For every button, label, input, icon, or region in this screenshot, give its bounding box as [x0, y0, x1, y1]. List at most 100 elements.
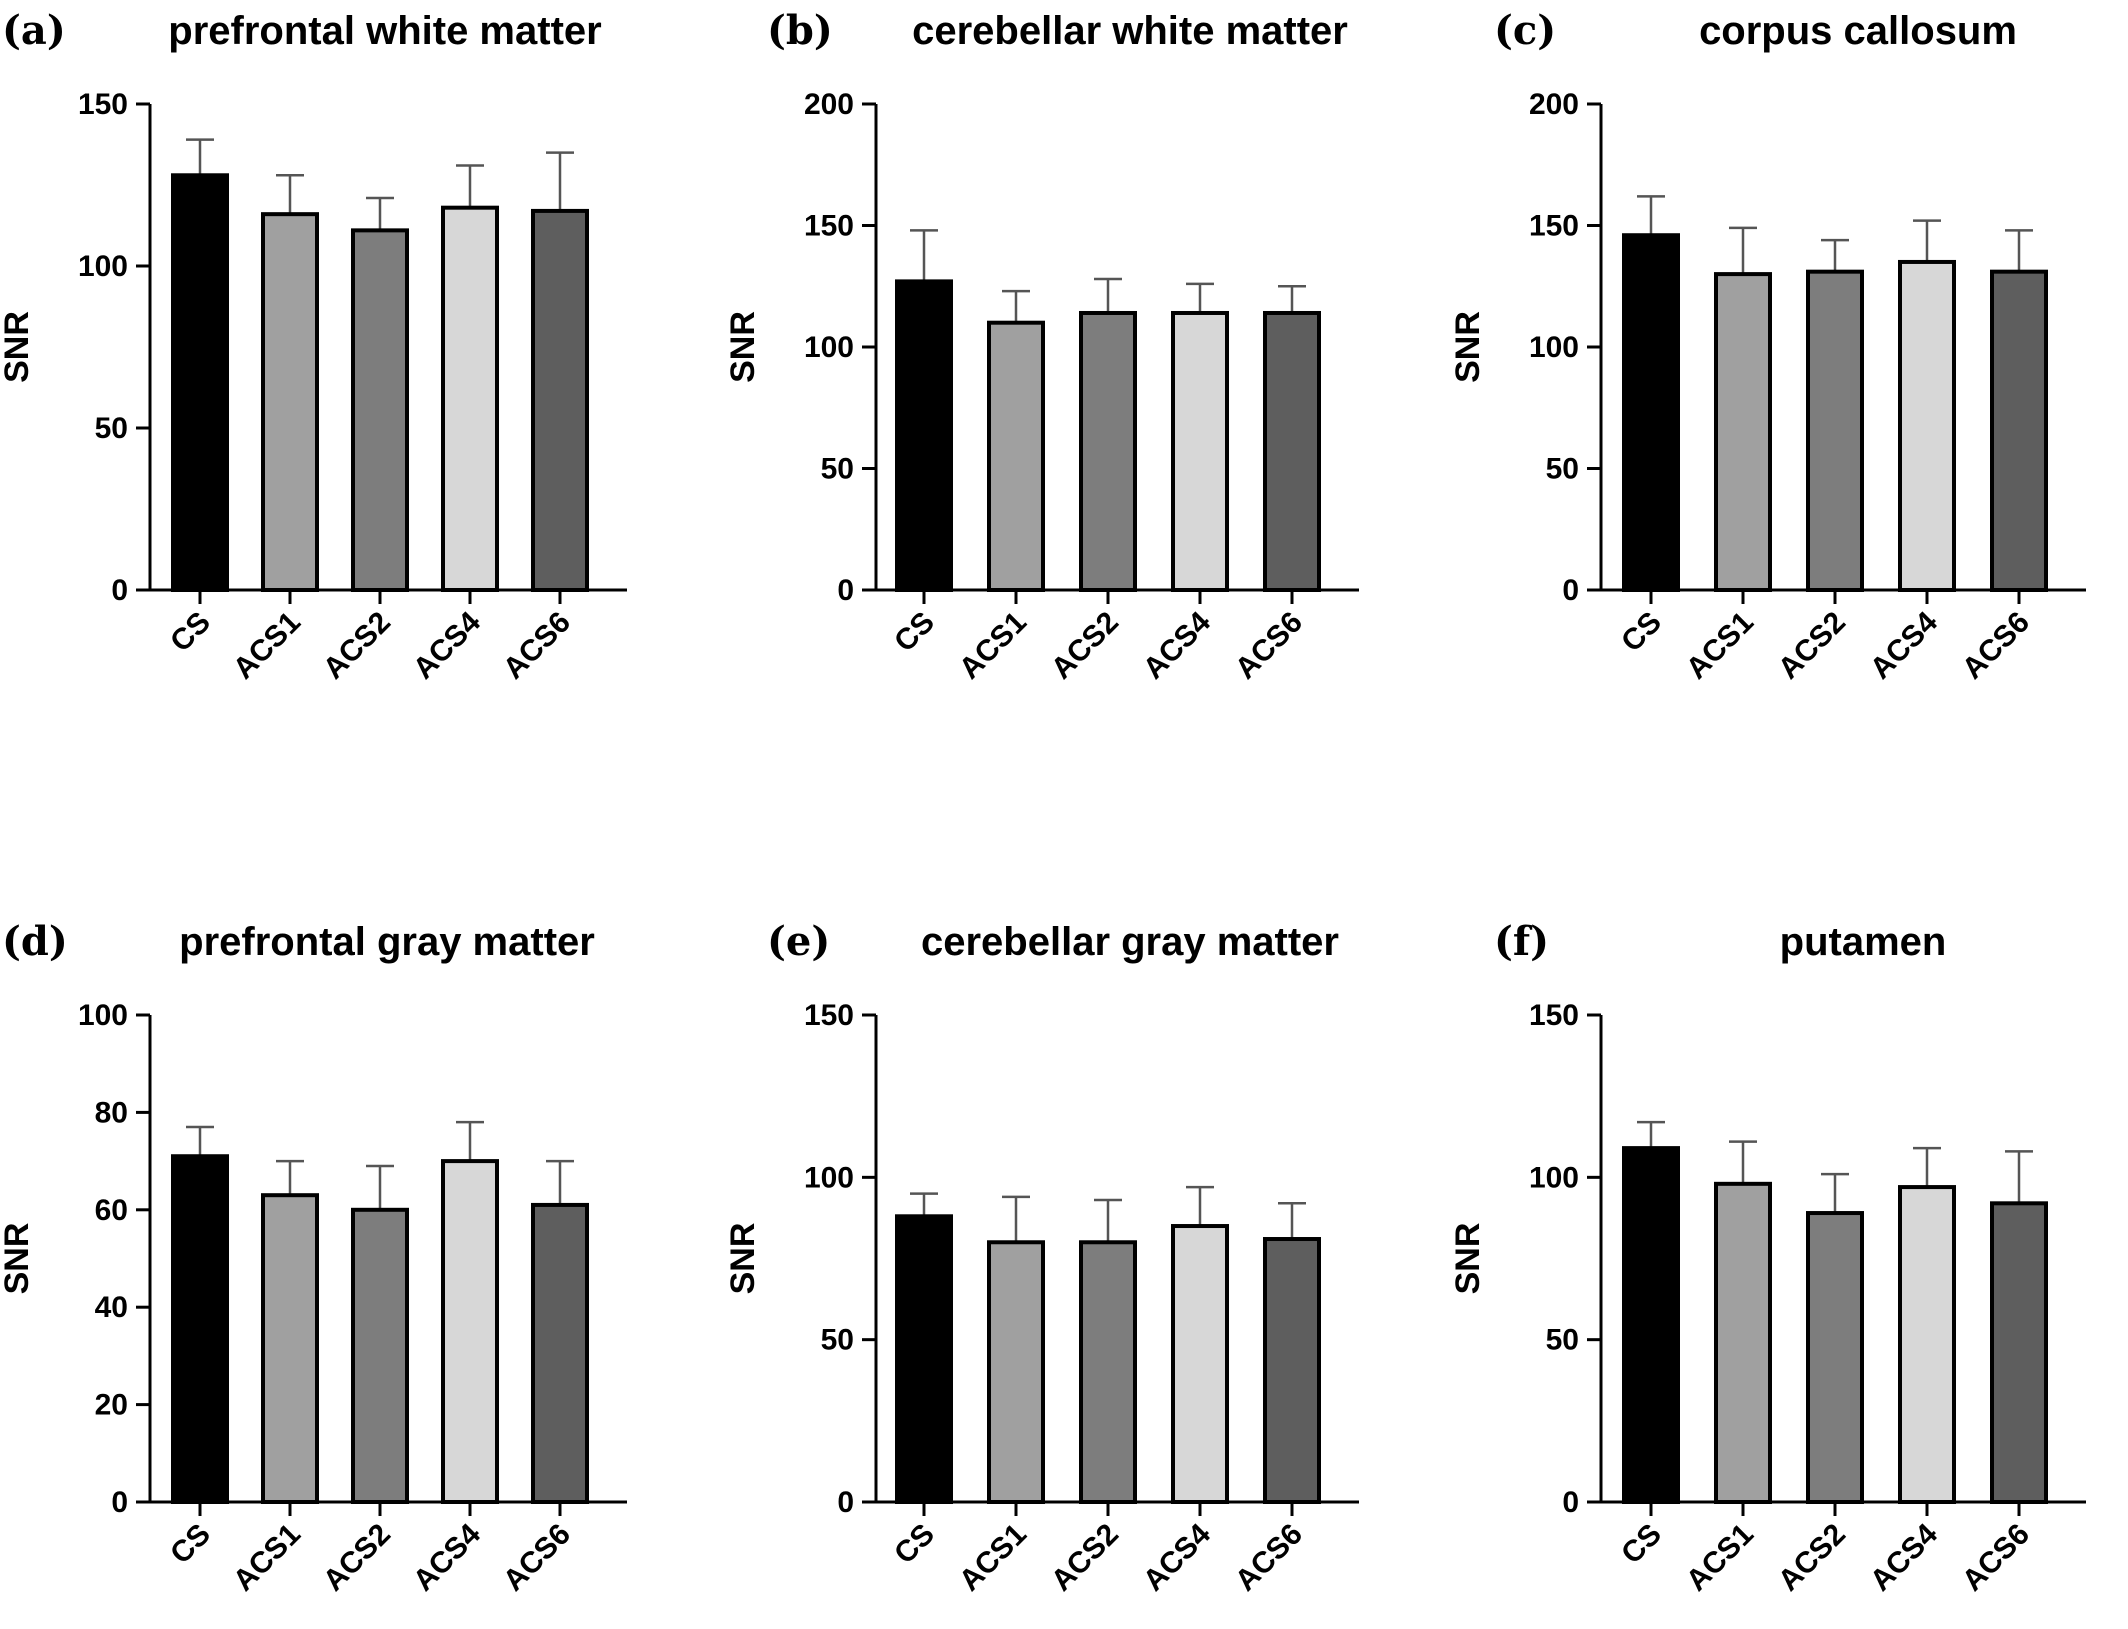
x-tick-label: CS	[164, 606, 217, 659]
y-tick-label: 0	[111, 574, 128, 607]
bar	[171, 173, 229, 592]
bar	[1622, 1146, 1680, 1504]
x-tick-label: ACS1	[953, 1518, 1033, 1598]
bar	[895, 1214, 953, 1504]
y-axis-label: SNR	[724, 311, 762, 383]
x-tick-label: CS	[164, 1518, 217, 1571]
y-tick-label: 0	[1562, 574, 1579, 607]
x-tick-label: ACS4	[407, 1517, 487, 1597]
y-tick-label: 20	[95, 1389, 128, 1422]
bar	[1171, 1224, 1229, 1504]
bar	[441, 1159, 499, 1504]
panel-label: (a)	[2, 7, 66, 54]
panel-title: prefrontal gray matter	[179, 920, 595, 964]
bar	[1806, 1211, 1864, 1504]
x-tick-label: CS	[888, 606, 941, 659]
y-tick-label: 150	[804, 999, 854, 1032]
bar	[1990, 1201, 2048, 1504]
bar	[261, 1193, 319, 1504]
bar	[441, 205, 499, 592]
panel-label: (e)	[767, 918, 830, 965]
x-tick-label: ACS4	[407, 605, 487, 685]
y-axis-label: SNR	[724, 1223, 762, 1295]
bar	[895, 279, 953, 592]
bar	[351, 228, 409, 593]
bar	[261, 212, 319, 592]
panel-title: prefrontal white matter	[168, 9, 601, 53]
x-tick-label: ACS6	[497, 1518, 577, 1598]
bar	[1714, 1181, 1772, 1504]
bar	[987, 1240, 1045, 1505]
x-tick-label: ACS1	[953, 606, 1033, 686]
x-tick-label: CS	[888, 1518, 941, 1571]
bar	[1622, 233, 1680, 592]
y-axis-label: SNR	[1449, 1223, 1487, 1295]
y-tick-label: 100	[804, 1161, 854, 1194]
x-tick-label: ACS4	[1137, 605, 1217, 685]
x-tick-label: ACS4	[1864, 605, 1944, 685]
y-tick-label: 200	[804, 88, 854, 121]
panel-title: cerebellar white matter	[912, 9, 1348, 53]
bar	[1263, 1237, 1321, 1505]
x-tick-label: ACS6	[1956, 1518, 2036, 1598]
x-tick-label: ACS2	[317, 1518, 397, 1598]
bar	[1990, 269, 2048, 592]
bar	[171, 1154, 229, 1504]
panel-label: (d)	[2, 918, 68, 965]
x-tick-label: ACS2	[1045, 606, 1125, 686]
y-axis-label: SNR	[0, 1223, 36, 1295]
y-tick-label: 50	[95, 412, 128, 445]
x-tick-label: ACS4	[1137, 1517, 1217, 1597]
y-tick-label: 150	[1529, 999, 1579, 1032]
y-tick-label: 60	[95, 1194, 128, 1227]
bar	[1714, 272, 1772, 592]
bar	[351, 1207, 409, 1505]
x-tick-label: ACS1	[227, 606, 307, 686]
bar	[531, 208, 589, 592]
y-axis-label: SNR	[0, 311, 36, 383]
y-tick-label: 100	[804, 331, 854, 364]
x-tick-label: ACS2	[1045, 1518, 1125, 1598]
bar	[1898, 1185, 1956, 1505]
bar	[987, 320, 1045, 592]
y-tick-label: 50	[1546, 1324, 1579, 1357]
x-tick-label: ACS6	[497, 606, 577, 686]
x-tick-label: ACS2	[1772, 1518, 1852, 1598]
bar	[531, 1202, 589, 1505]
x-tick-label: ACS4	[1864, 1517, 1944, 1597]
bar	[1079, 1240, 1137, 1505]
y-tick-label: 50	[821, 453, 854, 486]
x-tick-label: ACS1	[1680, 1518, 1760, 1598]
y-tick-label: 200	[1529, 88, 1579, 121]
y-tick-label: 150	[804, 210, 854, 243]
y-tick-label: 100	[78, 999, 128, 1032]
y-tick-label: 100	[1529, 1161, 1579, 1194]
x-tick-label: CS	[1615, 1518, 1668, 1571]
bar	[1171, 310, 1229, 592]
x-tick-label: ACS6	[1229, 1518, 1309, 1598]
panel-title: putamen	[1780, 920, 1947, 964]
y-tick-label: 100	[78, 250, 128, 283]
y-axis-label: SNR	[1449, 311, 1487, 383]
panel-title: cerebellar gray matter	[921, 920, 1339, 964]
x-tick-label: ACS1	[1680, 606, 1760, 686]
y-tick-label: 0	[1562, 1486, 1579, 1519]
x-tick-label: ACS2	[317, 606, 397, 686]
bar	[1079, 310, 1137, 592]
y-tick-label: 100	[1529, 331, 1579, 364]
y-tick-label: 50	[821, 1324, 854, 1357]
panel-label: (b)	[767, 7, 833, 54]
bar	[1806, 269, 1864, 592]
y-tick-label: 150	[78, 88, 128, 121]
x-tick-label: ACS6	[1229, 606, 1309, 686]
bar	[1263, 310, 1321, 592]
x-tick-label: ACS2	[1772, 606, 1852, 686]
y-tick-label: 50	[1546, 453, 1579, 486]
x-tick-label: ACS1	[227, 1518, 307, 1598]
y-tick-label: 80	[95, 1096, 128, 1129]
y-tick-label: 0	[837, 1486, 854, 1519]
y-tick-label: 0	[111, 1486, 128, 1519]
y-tick-label: 0	[837, 574, 854, 607]
y-tick-label: 150	[1529, 210, 1579, 243]
